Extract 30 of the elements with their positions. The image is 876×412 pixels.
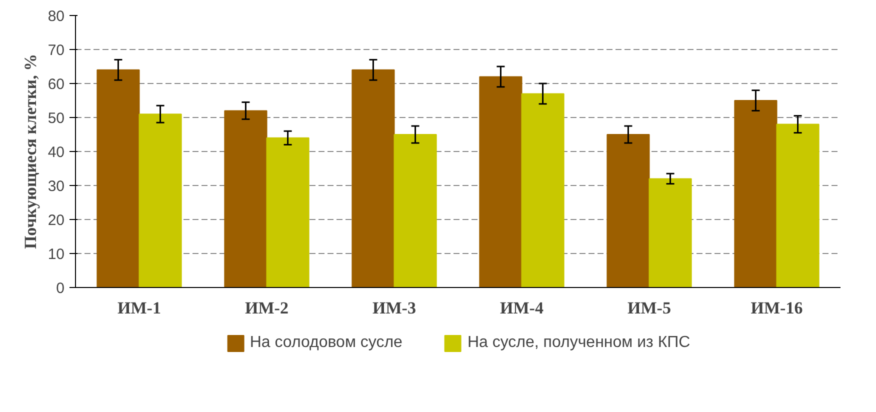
bar xyxy=(479,76,522,288)
y-tick-label: 50 xyxy=(48,110,65,127)
bar xyxy=(394,134,437,288)
bar xyxy=(606,134,650,288)
legend-label: На солодовом сусле xyxy=(250,334,402,352)
y-tick-label: 10 xyxy=(48,246,65,263)
bar xyxy=(648,178,692,288)
bar xyxy=(96,69,140,288)
y-axis-title: Почкующиеся клетки, % xyxy=(20,54,40,250)
legend-label: На сусле, полученном из КПС xyxy=(467,334,690,352)
y-tick-label: 0 xyxy=(56,280,64,297)
bar xyxy=(776,124,820,288)
y-tick-label: 60 xyxy=(48,76,65,93)
y-tick-label: 70 xyxy=(48,42,65,59)
x-tick-label: ИМ-1 xyxy=(118,298,161,318)
y-tick-label: 20 xyxy=(48,212,65,229)
x-tick-label: ИМ-3 xyxy=(372,298,416,318)
y-tick-label: 30 xyxy=(48,178,65,195)
bar xyxy=(352,69,395,288)
x-tick-label: ИМ-5 xyxy=(628,298,671,318)
y-tick-label: 40 xyxy=(48,144,65,161)
x-tick-label: ИМ-2 xyxy=(245,298,288,318)
bar xyxy=(521,93,564,288)
x-tick-label: ИМ-16 xyxy=(750,298,803,318)
bar xyxy=(224,110,268,288)
bar xyxy=(734,100,778,288)
x-tick-label: ИМ-4 xyxy=(500,298,544,318)
bar xyxy=(266,137,310,288)
y-tick-label: 80 xyxy=(48,8,65,25)
bar xyxy=(138,114,182,288)
